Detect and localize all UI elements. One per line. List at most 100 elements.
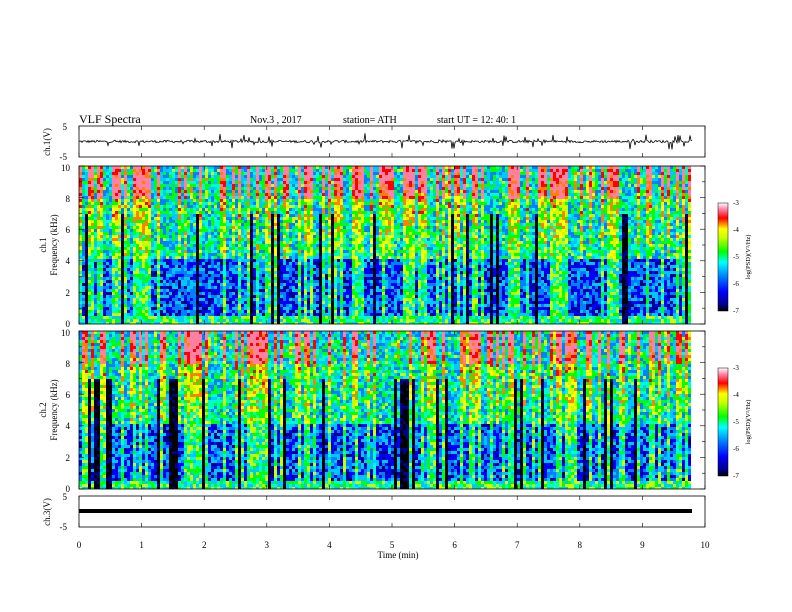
spectrogram-cell xyxy=(103,253,106,256)
spectrogram-cell xyxy=(295,229,298,232)
spectrogram-cell xyxy=(289,292,292,295)
spectrogram-cell xyxy=(94,295,97,298)
spectrogram-cell xyxy=(250,250,253,253)
spectrogram-cell xyxy=(103,247,106,250)
spectrogram-cell xyxy=(328,229,331,232)
spectrogram-cell xyxy=(349,286,352,289)
spectrogram-cell xyxy=(79,181,82,184)
spectrogram-cell xyxy=(157,277,160,280)
spectrogram-cell xyxy=(325,244,328,247)
spectrogram-cell xyxy=(253,181,256,184)
spectrogram-cell xyxy=(289,277,292,280)
spectrogram-cell xyxy=(334,178,337,181)
spectrogram-cell xyxy=(301,253,304,256)
spectrogram-cell xyxy=(259,286,262,289)
spectrogram-cell xyxy=(274,229,277,232)
spectrogram-cell xyxy=(202,208,205,211)
spectrogram-cell xyxy=(175,322,178,324)
spectrogram-cell xyxy=(112,322,115,324)
spectrogram-cell xyxy=(202,247,205,250)
spectrogram-cell xyxy=(97,235,100,238)
spectrogram-cell xyxy=(238,238,241,241)
spectrogram-cell xyxy=(136,226,139,229)
spectrogram-cell xyxy=(316,229,319,232)
spectrogram-cell xyxy=(334,220,337,223)
spectrogram-cell xyxy=(241,319,244,322)
spectrogram-cell xyxy=(328,241,331,244)
spectrogram-cell xyxy=(121,238,124,241)
spectrogram-cell xyxy=(250,289,253,292)
spectrogram-cell xyxy=(307,292,310,295)
spectrogram-cell xyxy=(295,253,298,256)
spectrogram-cell xyxy=(334,232,337,235)
spectrogram-cell xyxy=(199,283,202,286)
spectrogram-cell xyxy=(217,208,220,211)
spectrogram-cell xyxy=(196,238,199,241)
spectrogram-cell xyxy=(229,274,232,277)
spectrogram-cell xyxy=(166,229,169,232)
spectrogram-cell xyxy=(247,214,250,217)
spectrogram-cell xyxy=(157,181,160,184)
spectrogram-cell xyxy=(346,190,349,193)
spectrogram-cell xyxy=(340,241,343,244)
spectrogram-cell xyxy=(271,316,274,319)
spectrogram-cell xyxy=(289,232,292,235)
spectrogram-cell xyxy=(286,175,289,178)
spectrogram-cell xyxy=(307,241,310,244)
spectrogram-cell xyxy=(223,265,226,268)
spectrogram-cell xyxy=(82,193,85,196)
spectrogram-cell xyxy=(154,232,157,235)
spectrogram-cell xyxy=(106,319,109,322)
spectrogram-cell xyxy=(283,265,286,268)
spectrogram-cell xyxy=(244,205,247,208)
spectrogram-cell xyxy=(289,223,292,226)
spectrogram-cell xyxy=(304,241,307,244)
spectrogram-cell xyxy=(355,280,358,283)
spectrogram-cell xyxy=(220,310,223,313)
spectrogram-cell xyxy=(115,184,118,187)
spectrogram-cell xyxy=(313,307,316,310)
spectrogram-cell xyxy=(196,304,199,307)
spectrogram-cell xyxy=(169,250,172,253)
spectrogram-cell xyxy=(136,304,139,307)
spectrogram-cell xyxy=(193,295,196,298)
spectrogram-cell xyxy=(316,193,319,196)
spectrogram-cell xyxy=(181,262,184,265)
spectrogram-cell xyxy=(145,169,148,172)
spectrogram-cell xyxy=(154,283,157,286)
spectrogram-cell xyxy=(133,199,136,202)
spectrogram-cell xyxy=(160,229,163,232)
spectrogram-cell xyxy=(244,169,247,172)
spectrogram-cell xyxy=(298,253,301,256)
spectrogram-cell xyxy=(265,205,268,208)
spectrogram-cell xyxy=(253,301,256,304)
spectrogram-cell xyxy=(283,253,286,256)
spectrogram-cell xyxy=(166,241,169,244)
spectrogram-cell xyxy=(91,169,94,172)
spectrogram-cell xyxy=(193,313,196,316)
spectrogram-cell xyxy=(193,226,196,229)
spectrogram-cell xyxy=(310,199,313,202)
spectrogram-cell xyxy=(118,304,121,307)
spectrogram-cell xyxy=(217,166,220,169)
spectrogram-cell xyxy=(211,172,214,175)
spectrogram-cell xyxy=(199,298,202,301)
spectrogram-cell xyxy=(346,310,349,313)
spectrogram-cell xyxy=(304,169,307,172)
spectrogram-cell xyxy=(175,304,178,307)
spectrogram-cell xyxy=(106,202,109,205)
spectrogram-cell xyxy=(322,283,325,286)
spectrogram-cell xyxy=(271,172,274,175)
spectrogram-cell xyxy=(256,205,259,208)
spectrogram-cell xyxy=(100,217,103,220)
spectrogram-cell xyxy=(340,259,343,262)
spectrogram-cell xyxy=(157,256,160,259)
spectrogram-cell xyxy=(343,304,346,307)
spectrogram-cell xyxy=(127,292,130,295)
spectrogram-cell xyxy=(274,244,277,247)
spectrogram-cell xyxy=(301,319,304,322)
spectrogram-cell xyxy=(229,199,232,202)
spectrogram-cell xyxy=(208,199,211,202)
spectrogram-cell xyxy=(100,295,103,298)
spectrogram-cell xyxy=(259,271,262,274)
